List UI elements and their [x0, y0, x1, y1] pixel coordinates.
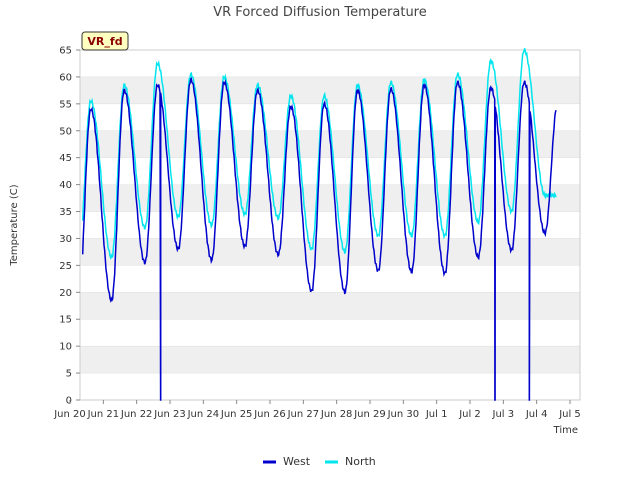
y-tick-label: 35: [59, 207, 72, 218]
y-tick-label: 45: [59, 153, 72, 164]
x-axis-label: Time: [553, 425, 578, 436]
x-tick-label: Jun 27: [287, 409, 320, 420]
y-tick-label: 20: [59, 288, 72, 299]
series-line-west: [81, 77, 557, 401]
badge-box: [81, 31, 129, 51]
x-tick-label: Jun 23: [153, 409, 186, 420]
y-tick-label: 40: [59, 180, 72, 191]
x-tick-label: Jun 30: [387, 409, 420, 420]
y-tick-label: 65: [59, 46, 72, 57]
y-tick-label: 30: [59, 234, 72, 245]
plot-frame: [79, 49, 581, 401]
y-tick-label: 60: [59, 72, 72, 83]
badge-label: VR_fd: [87, 35, 122, 48]
x-tick-label: Jun 20: [53, 409, 86, 420]
grid-band: [80, 238, 580, 266]
grid-band: [80, 184, 580, 212]
y-tick-label: 0: [66, 396, 72, 407]
y-tick-label: 55: [59, 99, 72, 110]
x-tick-label: Jul 2: [458, 409, 481, 420]
grid-band: [80, 292, 580, 320]
x-tick-label: Jun 25: [220, 409, 253, 420]
x-tick-label: Jun 24: [187, 409, 220, 420]
y-tick-label: 15: [59, 315, 72, 326]
x-tick-label: Jun 22: [120, 409, 153, 420]
x-tick-label: Jun 29: [353, 409, 386, 420]
y-tick-label: 25: [59, 261, 72, 272]
y-axis-label: Temperature (C): [9, 184, 20, 266]
x-tick-label: Jul 5: [558, 409, 581, 420]
x-tick-label: Jun 21: [87, 409, 120, 420]
y-tick-label: 10: [59, 342, 72, 353]
x-tick-label: Jul 3: [492, 409, 515, 420]
x-tick-label: Jun 26: [253, 409, 286, 420]
grid-band: [80, 346, 580, 374]
x-tick-label: Jun 28: [320, 409, 353, 420]
x-tick-label: Jul 1: [425, 409, 448, 420]
y-tick-label: 50: [59, 126, 72, 137]
series-line-north: [81, 48, 557, 260]
y-tick-label: 5: [66, 369, 72, 380]
chart-title: VR Forced Diffusion Temperature: [213, 5, 427, 20]
legend-label-north: North: [345, 455, 376, 468]
legend-label-west: West: [283, 455, 311, 468]
x-tick-label: Jul 4: [525, 409, 548, 420]
